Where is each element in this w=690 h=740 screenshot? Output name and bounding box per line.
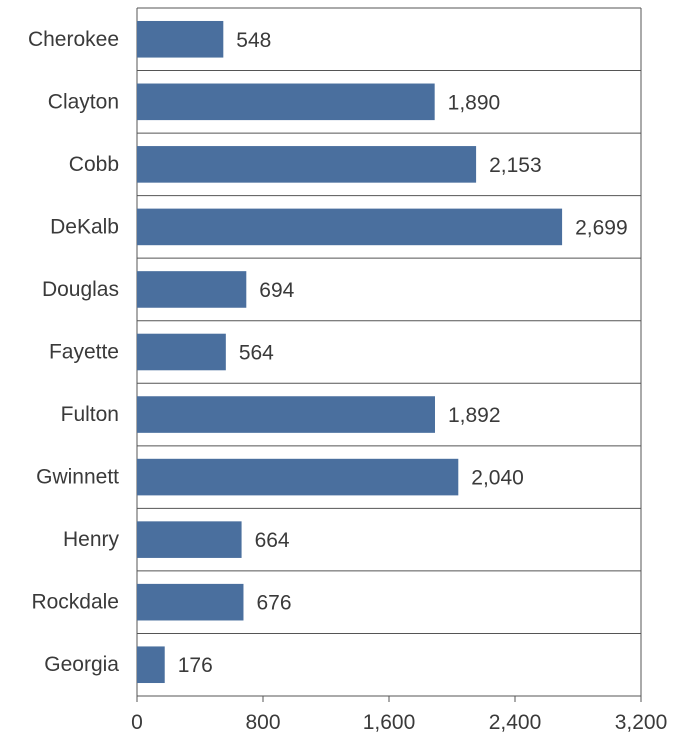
data-label: 664 xyxy=(255,529,290,552)
category-label: Cherokee xyxy=(28,28,119,51)
category-label: Cobb xyxy=(69,153,119,176)
bar-clayton xyxy=(137,83,435,121)
x-tick-label: 2,400 xyxy=(489,711,542,734)
category-label: Fayette xyxy=(49,341,119,364)
bar-fulton xyxy=(137,396,435,433)
bar-fayette xyxy=(137,333,226,371)
data-label: 676 xyxy=(256,592,291,615)
data-label: 1,890 xyxy=(448,91,501,114)
bar-dekalb xyxy=(137,208,563,246)
category-label: Fulton xyxy=(61,403,119,426)
data-label: 694 xyxy=(259,279,294,302)
category-label: Rockdale xyxy=(31,591,119,614)
grid-layer xyxy=(136,7,642,697)
bar-douglas xyxy=(137,271,247,308)
data-label: 2,040 xyxy=(471,467,524,490)
data-label: 176 xyxy=(178,654,213,677)
category-label: DeKalb xyxy=(50,215,119,238)
category-label: Gwinnett xyxy=(36,466,119,489)
bar-georgia xyxy=(137,646,165,684)
bars-layer xyxy=(137,20,563,684)
bar-henry xyxy=(137,521,242,558)
bar-gwinnett xyxy=(137,458,459,496)
x-tick-label: 1,600 xyxy=(363,711,416,734)
data-label: 2,153 xyxy=(489,154,542,177)
bar-cobb xyxy=(137,146,477,183)
data-label: 2,699 xyxy=(575,216,628,239)
x-tick-label: 800 xyxy=(245,711,280,734)
data-label: 548 xyxy=(236,29,271,52)
labels-layer: Cherokee 548 Clayton 1,890 Cobb 2,153 DeKalb 2,… xyxy=(28,28,628,677)
x-axis-ticks: 0 800 1,600 2,400 3,200 xyxy=(131,696,667,734)
x-tick-label: 0 xyxy=(131,711,143,734)
data-label: 1,892 xyxy=(448,404,501,427)
category-label: Douglas xyxy=(42,278,119,301)
bar-rockdale xyxy=(137,583,244,621)
bar-cherokee xyxy=(137,20,224,58)
category-label: Henry xyxy=(63,528,120,551)
category-label: Georgia xyxy=(44,653,119,676)
x-tick-label: 3,200 xyxy=(615,711,668,734)
category-label: Clayton xyxy=(48,90,119,113)
data-label: 564 xyxy=(239,342,274,365)
